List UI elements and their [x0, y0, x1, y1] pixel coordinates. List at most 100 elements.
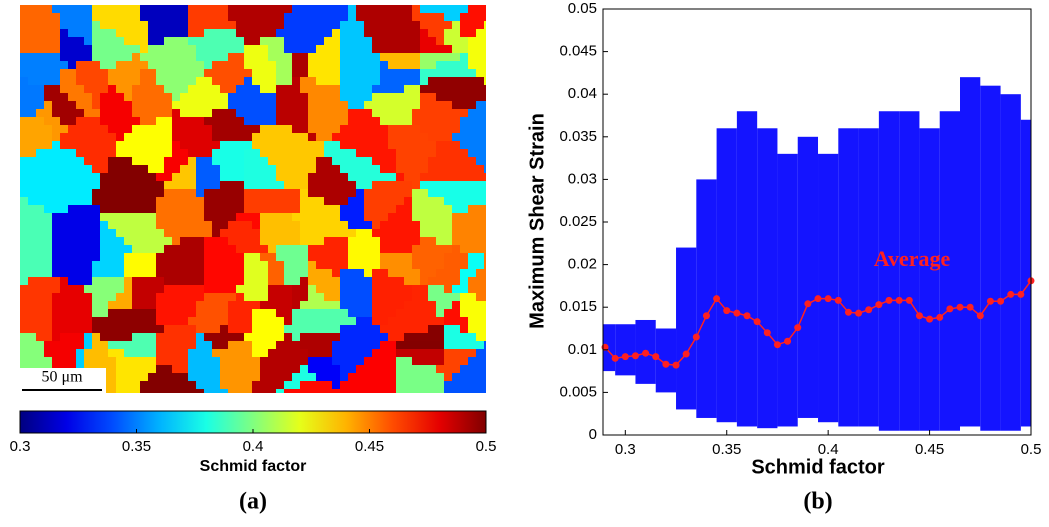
grain-cell: [100, 205, 108, 213]
grain-cell: [220, 133, 228, 141]
grain-cell: [164, 21, 172, 29]
grain-cell: [380, 29, 388, 37]
grain-cell: [68, 213, 76, 221]
grain-cell: [156, 293, 164, 301]
grain-cell: [372, 93, 380, 101]
grain-cell: [396, 157, 404, 165]
grain-cell: [308, 197, 316, 205]
grain-cell: [284, 117, 292, 125]
grain-cell: [36, 341, 44, 349]
grain-cell: [172, 45, 180, 53]
grain-cell: [284, 85, 292, 93]
grain-cell: [20, 357, 28, 365]
grain-cell: [404, 141, 412, 149]
scatter-cloud: [797, 136, 819, 418]
scatter-cloud: [716, 128, 737, 423]
grain-cell: [204, 365, 212, 373]
grain-cell: [252, 349, 260, 357]
grain-cell: [268, 173, 276, 181]
grain-cell: [460, 197, 468, 205]
grain-cell: [276, 101, 284, 109]
grain-cell: [260, 85, 268, 93]
grain-cell: [388, 125, 396, 133]
grain-cell: [116, 109, 124, 117]
grain-cell: [452, 109, 460, 117]
grain-cell: [412, 37, 420, 45]
grain-cell: [228, 45, 236, 53]
grain-cell: [300, 157, 308, 165]
grain-cell: [412, 53, 420, 61]
grain-cell: [220, 53, 228, 61]
grain-cell: [148, 13, 156, 21]
grain-cell: [52, 45, 60, 53]
grain-cell: [436, 301, 444, 309]
grain-cell: [180, 141, 188, 149]
grain-cell: [340, 269, 348, 277]
grain-cell: [108, 213, 116, 221]
grain-cell: [84, 5, 92, 13]
grain-cell: [356, 221, 364, 229]
grain-cell: [372, 101, 380, 109]
grain-cell: [76, 69, 84, 77]
grain-cell: [140, 69, 148, 77]
grain-cell: [116, 381, 124, 389]
grain-cell: [356, 85, 364, 93]
grain-cell: [204, 229, 212, 237]
grain-cell: [460, 349, 468, 357]
grain-cell: [92, 173, 100, 181]
grain-cell: [324, 165, 332, 173]
grain-cell: [340, 21, 348, 29]
grain-cell: [148, 69, 156, 77]
grain-cell: [132, 165, 140, 173]
grain-cell: [228, 117, 236, 125]
grain-cell: [404, 197, 412, 205]
grain-cell: [220, 21, 228, 29]
grain-cell: [212, 165, 220, 173]
grain-cell: [372, 69, 380, 77]
grain-cell: [148, 173, 156, 181]
grain-cell: [324, 349, 332, 357]
grain-cell: [172, 253, 180, 261]
grain-cell: [276, 45, 284, 53]
grain-cell: [100, 245, 108, 253]
grain-cell: [484, 269, 486, 277]
grain-cell: [236, 61, 244, 69]
grain-cell: [140, 365, 148, 373]
grain-cell: [164, 205, 172, 213]
average-point: [662, 360, 670, 368]
grain-cell: [44, 189, 52, 197]
grain-cell: [204, 357, 212, 365]
grain-cell: [244, 317, 252, 325]
grain-cell: [140, 285, 148, 293]
grain-cell: [68, 269, 76, 277]
grain-cell: [60, 325, 68, 333]
grain-cell: [108, 125, 116, 133]
grain-cell: [244, 301, 252, 309]
grain-cell: [76, 341, 84, 349]
grain-cell: [100, 221, 108, 229]
grain-cell: [436, 365, 444, 373]
grain-cell: [84, 37, 92, 45]
grain-cell: [28, 317, 36, 325]
grain-cell: [332, 149, 340, 157]
grain-cell: [380, 173, 388, 181]
grain-cell: [228, 357, 236, 365]
grain-cell: [268, 109, 276, 117]
grain-cell: [132, 141, 140, 149]
grain-cell: [332, 101, 340, 109]
grain-cell: [476, 45, 484, 53]
grain-cell: [124, 293, 132, 301]
grain-cell: [44, 157, 52, 165]
grain-cell: [356, 229, 364, 237]
grain-cell: [436, 133, 444, 141]
grain-cell: [44, 285, 52, 293]
grain-cell: [324, 237, 332, 245]
grain-cell: [268, 269, 276, 277]
grain-cell: [300, 165, 308, 173]
grain-cell: [300, 357, 308, 365]
grain-cell: [476, 261, 484, 269]
grain-cell: [60, 21, 68, 29]
grain-cell: [84, 317, 92, 325]
grain-cell: [244, 381, 252, 389]
grain-cell: [84, 117, 92, 125]
